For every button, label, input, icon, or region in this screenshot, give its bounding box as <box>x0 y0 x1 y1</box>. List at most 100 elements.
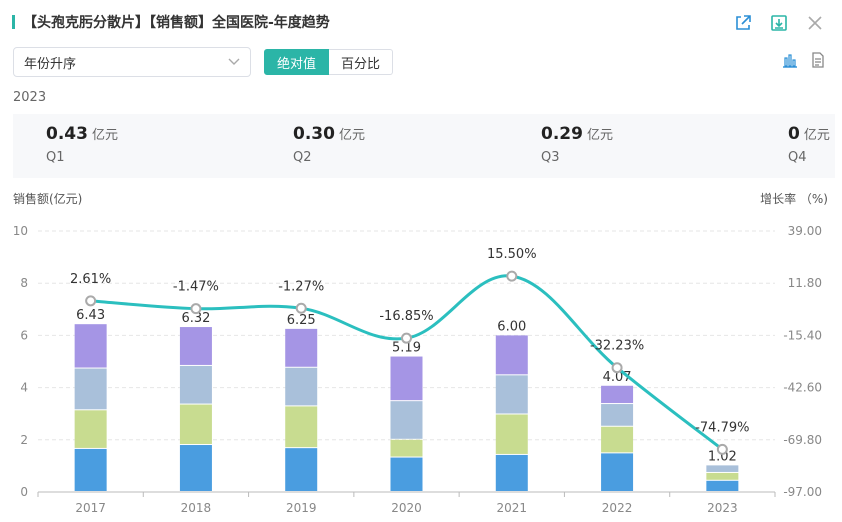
growth-rate-point <box>190 303 202 315</box>
export-icon[interactable] <box>732 12 754 34</box>
growth-rate-label: -1.27% <box>278 279 324 294</box>
kpi-unit: 亿元 <box>803 128 830 143</box>
y2-tick-label: -69.80 <box>783 433 822 447</box>
kpi-value: 0 <box>788 124 800 144</box>
bar-chart-icon[interactable] <box>782 52 798 72</box>
absolute-value-button[interactable]: 绝对值 <box>264 49 330 75</box>
bar-segment <box>285 448 318 491</box>
y-tick-label: 2 <box>20 433 28 447</box>
bar-segment <box>495 375 528 414</box>
kpi-q4: 0 亿元 Q4 <box>788 124 830 165</box>
bar-segment <box>390 457 423 491</box>
percentage-button[interactable]: 百分比 <box>329 49 394 75</box>
bar-segment <box>390 401 423 439</box>
bar-total-label: 6.00 <box>497 319 526 334</box>
y-tick-label: 6 <box>20 328 28 342</box>
summary-year: 2023 <box>13 90 47 105</box>
page-title: 【头孢克肟分散片】【销售额】全国医院-年度趋势 <box>23 15 330 31</box>
header-actions <box>732 12 826 34</box>
growth-rate-point <box>716 443 728 455</box>
chart-controls: 年份升序 绝对值 百分比 <box>13 47 394 77</box>
bar-segment <box>706 480 739 491</box>
y-tick-label: 4 <box>20 381 28 395</box>
kpi-unit: 亿元 <box>91 128 118 143</box>
bar-segment <box>179 365 212 404</box>
chevron-down-icon <box>228 55 240 70</box>
growth-rate-point <box>506 270 518 282</box>
growth-rate-point <box>295 302 307 314</box>
growth-rate-label: -1.47% <box>173 280 219 295</box>
kpi-q3: 0.29 亿元 Q3 <box>541 124 613 165</box>
sort-select[interactable]: 年份升序 <box>13 47 251 77</box>
x-tick-label: 2022 <box>602 501 633 515</box>
bar-segment <box>74 324 107 368</box>
growth-rate-label: 2.61% <box>70 272 111 287</box>
bar-segment <box>601 385 634 404</box>
y-tick-label: 10 <box>13 224 28 238</box>
view-switcher <box>782 52 826 72</box>
bar-segment <box>495 454 528 491</box>
growth-rate-label: 15.50% <box>487 247 537 262</box>
bar-segment <box>179 404 212 445</box>
kpi-q1: 0.43 亿元 Q1 <box>46 124 118 165</box>
bar-segment <box>706 472 739 480</box>
bar-total-label: 6.25 <box>287 313 316 328</box>
y2-axis-title: 增长率 （%) <box>760 192 828 206</box>
kpi-label: Q2 <box>293 150 312 165</box>
bar-segment <box>601 426 634 453</box>
kpi-value: 0.29 <box>541 124 583 144</box>
y2-tick-label: 11.80 <box>788 276 822 290</box>
document-icon[interactable] <box>810 52 826 72</box>
x-tick-label: 2017 <box>75 501 106 515</box>
bar-segment <box>390 356 423 401</box>
y-tick-label: 8 <box>20 276 28 290</box>
kpi-label: Q1 <box>46 150 65 165</box>
y-tick-label: 0 <box>20 485 28 499</box>
bar-segment <box>706 465 739 472</box>
bar-segment <box>179 327 212 365</box>
bar-segment <box>390 439 423 457</box>
bar-segment <box>495 335 528 375</box>
growth-rate-point <box>401 332 412 344</box>
bar-segment <box>74 410 107 448</box>
y2-tick-label: 39.00 <box>788 224 822 238</box>
bar-segment <box>285 406 318 448</box>
bar-total-label: 5.19 <box>392 341 421 356</box>
bar-total-label: 1.02 <box>708 449 737 464</box>
growth-rate-point <box>85 295 97 307</box>
x-tick-label: 2020 <box>391 501 422 515</box>
bar-total-label: 6.43 <box>76 308 105 323</box>
y2-tick-label: -42.60 <box>783 381 822 395</box>
x-tick-label: 2018 <box>181 501 212 515</box>
growth-rate-label: -16.85% <box>379 309 433 324</box>
download-icon[interactable] <box>768 12 790 34</box>
growth-rate-point <box>611 362 623 374</box>
bar-segment <box>74 368 107 410</box>
mode-toggle: 绝对值 百分比 <box>264 49 394 75</box>
chart-header: 【头孢克肟分散片】【销售额】全国医院-年度趋势 <box>12 12 330 32</box>
quarter-summary-panel: 0.43 亿元 Q1 0.30 亿元 Q2 0.29 亿元 Q3 0 亿元 Q4 <box>13 114 835 178</box>
sort-select-value: 年份升序 <box>24 56 77 72</box>
bar-segment <box>601 453 634 491</box>
bar-segment <box>285 328 318 367</box>
kpi-unit: 亿元 <box>338 128 365 143</box>
bar-segment <box>74 448 107 491</box>
bar-segment <box>179 445 212 491</box>
bar-total-label: 6.32 <box>181 311 210 326</box>
kpi-label: Q4 <box>788 150 807 165</box>
title-accent-bar <box>12 15 15 29</box>
y-axis-title: 销售额(亿元) <box>13 192 83 206</box>
kpi-unit: 亿元 <box>586 128 613 143</box>
kpi-value: 0.30 <box>293 124 335 144</box>
bar-segment <box>601 404 634 426</box>
kpi-label: Q3 <box>541 150 560 165</box>
x-tick-label: 2019 <box>286 501 317 515</box>
growth-rate-label: -74.79% <box>695 420 749 435</box>
close-icon[interactable] <box>804 12 826 34</box>
kpi-value: 0.43 <box>46 124 88 144</box>
y2-tick-label: -15.40 <box>783 328 822 342</box>
kpi-q2: 0.30 亿元 Q2 <box>293 124 365 165</box>
y2-tick-label: -97.00 <box>783 485 822 499</box>
bar-segment <box>495 414 528 454</box>
